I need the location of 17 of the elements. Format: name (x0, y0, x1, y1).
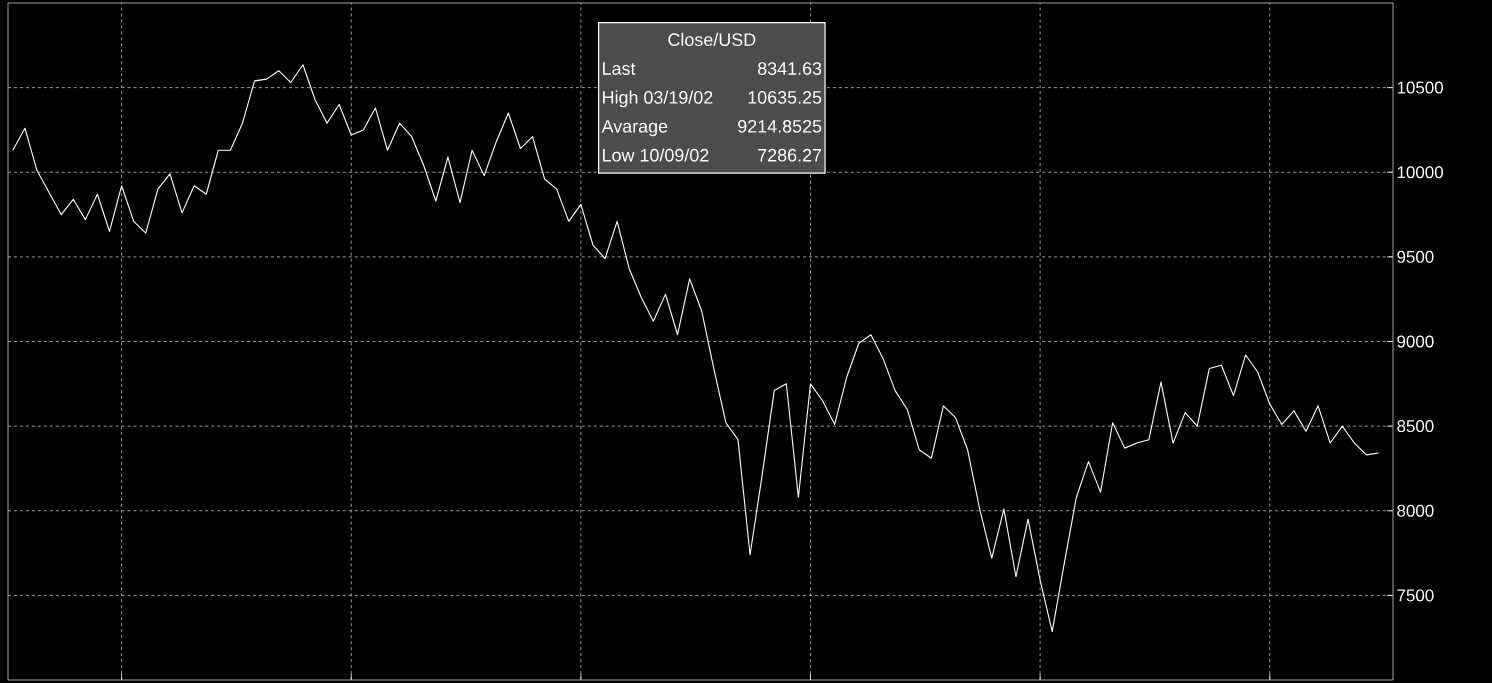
line-series (12, 64, 1380, 633)
annotation: 8341.63 (758, 62, 822, 75)
annotation: 9214.8525 (738, 119, 822, 133)
y-tick-label: 7500 (1397, 589, 1434, 602)
y-tick-label: 8000 (1397, 504, 1434, 517)
annotation: 10635.25 (748, 91, 822, 104)
y-tick-label: 10000 (1397, 166, 1443, 179)
annotation: Low 10/09/02 (603, 148, 709, 162)
annotation: High 03/19/02 (603, 90, 713, 108)
y-tick-label: 9000 (1397, 335, 1434, 348)
annotation: Avarage (601, 120, 668, 137)
y-tick-label: 9500 (1397, 250, 1434, 263)
annotation: Last (603, 62, 636, 75)
annotation: Close/USD (668, 32, 756, 46)
y-tick-label: 8500 (1397, 420, 1434, 433)
y-tick-label: 10500 (1397, 81, 1443, 94)
annotation: 7286.27 (758, 148, 822, 162)
